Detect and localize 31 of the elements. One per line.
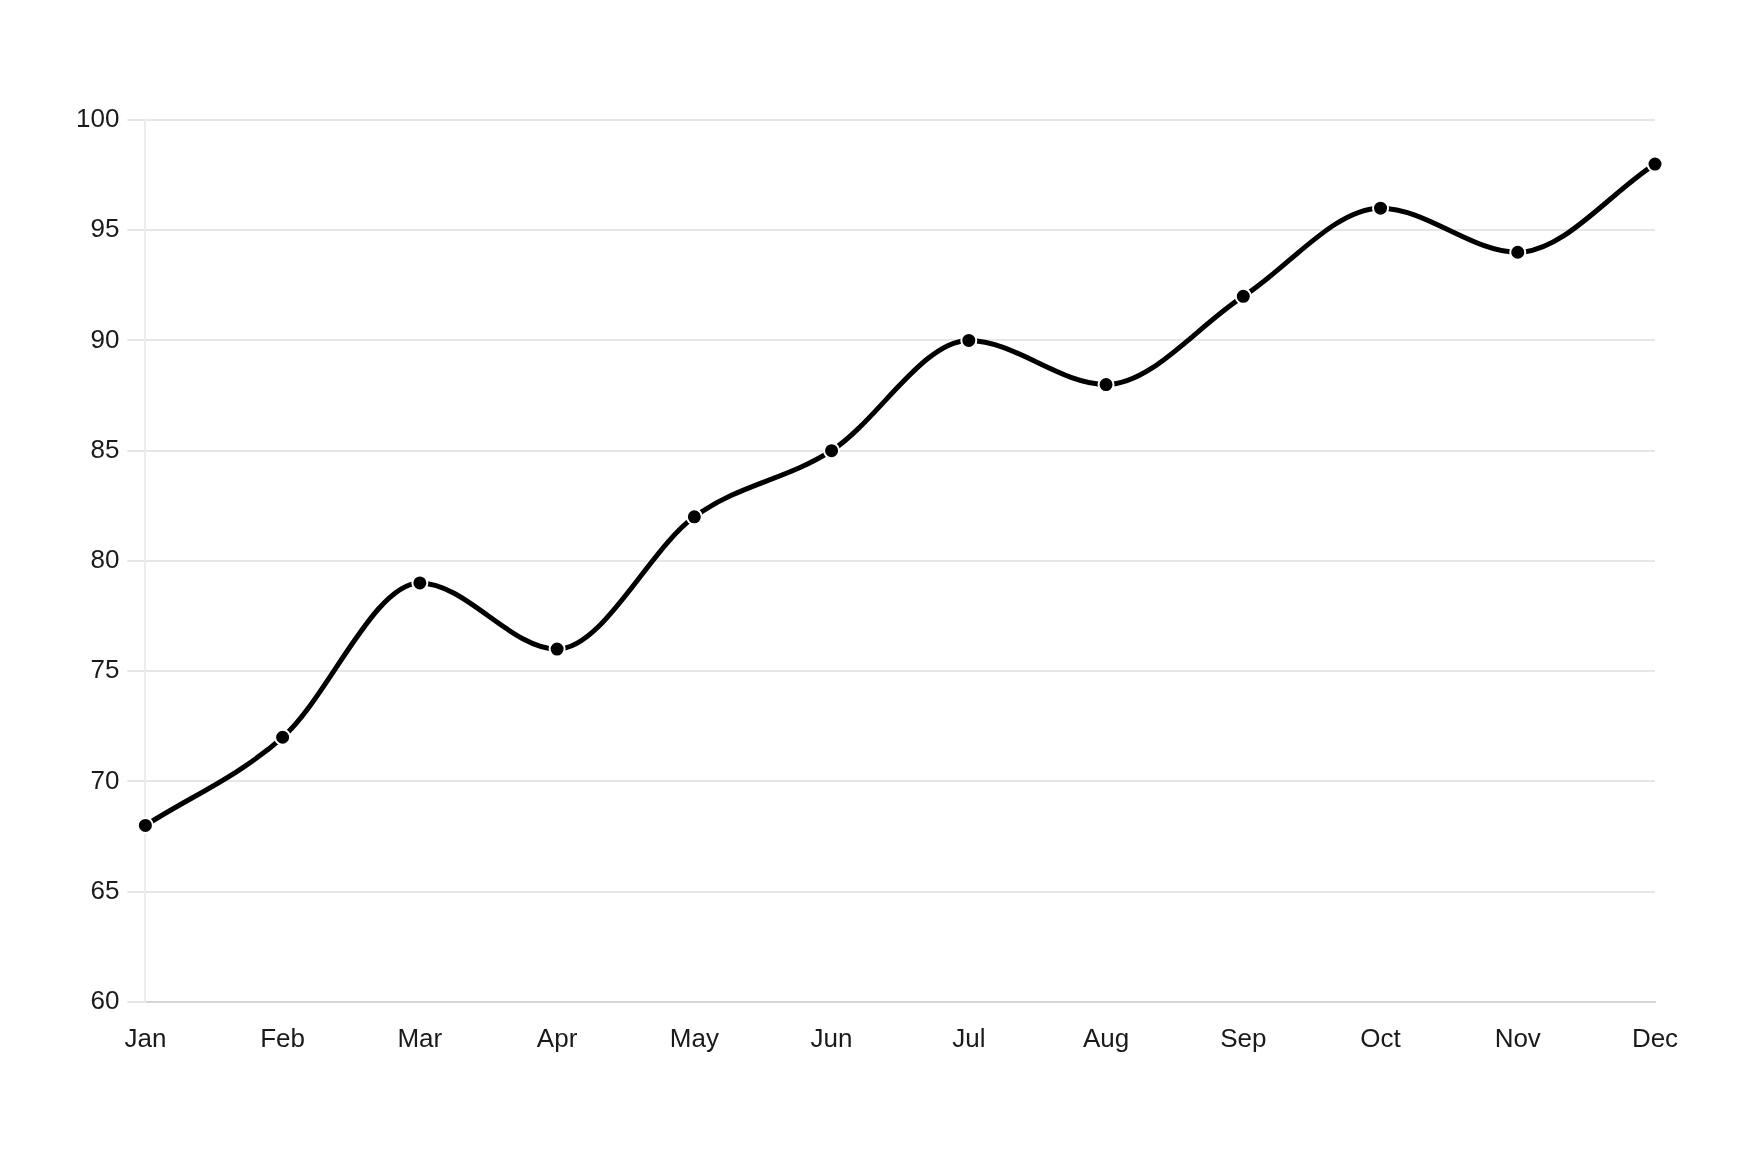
x-tick-label: Apr — [536, 1022, 578, 1053]
x-tick-label: Feb — [260, 1022, 306, 1053]
y-tick-label: 95 — [90, 213, 120, 244]
point — [548, 640, 566, 658]
x-tick-label: Jan — [124, 1022, 167, 1053]
point — [1509, 243, 1527, 261]
y-tick-label: 100 — [75, 103, 120, 134]
point — [685, 508, 703, 526]
x-tick-label: Mar — [397, 1022, 443, 1053]
x-tick-label: Aug — [1082, 1022, 1130, 1053]
x-tick-label: Oct — [1360, 1022, 1402, 1053]
point — [1646, 155, 1664, 173]
point — [136, 816, 154, 834]
y-tick-label: 65 — [90, 874, 120, 905]
x-tick-label: Sep — [1220, 1022, 1267, 1053]
point — [1372, 199, 1390, 217]
y-tick-label: 75 — [90, 654, 120, 685]
y-tick-label: 85 — [90, 433, 120, 464]
x-tick-label: Nov — [1494, 1022, 1541, 1053]
y-tick-label: 90 — [90, 323, 120, 354]
x-tick-label: May — [669, 1022, 719, 1053]
y-tick-label: 60 — [90, 984, 120, 1015]
y-tick-label: 70 — [90, 764, 120, 795]
x-tick-label: Jun — [810, 1022, 853, 1053]
x-tick-label: Dec — [1631, 1022, 1679, 1053]
x-tick-label: Jul — [952, 1022, 986, 1053]
point — [1234, 287, 1252, 305]
point — [411, 574, 429, 592]
point — [274, 728, 292, 746]
point — [823, 442, 841, 460]
y-tick-label: 80 — [90, 544, 120, 575]
